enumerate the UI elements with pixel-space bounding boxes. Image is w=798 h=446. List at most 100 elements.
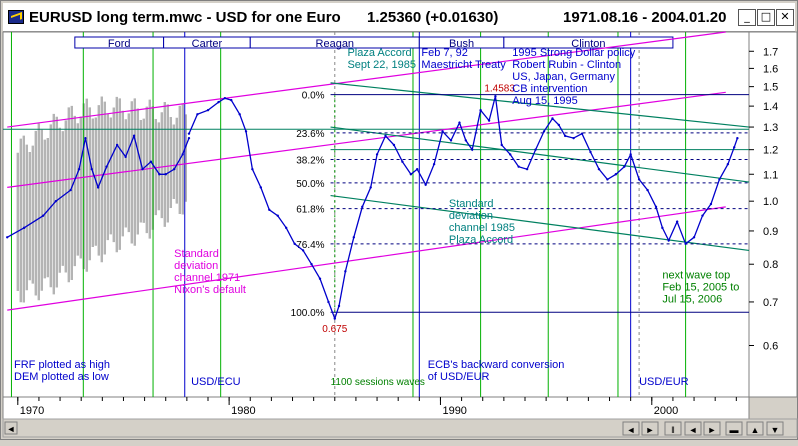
price-point: [470, 148, 474, 151]
series-layer: [6, 95, 739, 321]
price-axis: [748, 31, 798, 398]
price-point: [54, 199, 58, 203]
price-point: [318, 277, 322, 280]
minimize-button[interactable]: _: [738, 9, 756, 26]
scroll-left-button[interactable]: [4, 421, 18, 435]
y-tick-label: 0.6: [763, 340, 778, 352]
title-bar[interactable]: EURUSD long term.mwc - USD for one Euro …: [3, 3, 795, 32]
fibonacci-layer: 0.0% 23.6% 38.2% 50.0% 61.8% 76.4% 100.0% 1.458…: [291, 84, 749, 335]
price-point: [667, 239, 670, 242]
close-button[interactable]: ✕: [776, 9, 794, 26]
scroll-control-button[interactable]: [684, 421, 702, 436]
president-label: Ford: [108, 38, 131, 50]
price-point: [661, 226, 664, 230]
price-point: [623, 165, 626, 168]
price-point: [344, 270, 347, 273]
scroll-control-button[interactable]: [725, 421, 743, 436]
price-readout: 1.25360 (+0.01630): [367, 9, 499, 26]
price-point: [244, 130, 248, 133]
channel-1985-lower: [330, 194, 750, 252]
chart-svg: Ford Carter Reagan Bush Clinton 0.0% 23.6% 38.…: [2, 31, 798, 438]
price-point: [701, 214, 704, 217]
price-point: [629, 153, 632, 156]
fib-level-label: 50.0%: [296, 179, 324, 190]
channel-1985-center: [330, 126, 750, 183]
price-point: [375, 153, 379, 156]
sessions-note: 1100 sessions waves: [331, 377, 425, 388]
fib-level-label: 0.0%: [302, 91, 325, 102]
price-point: [369, 186, 372, 189]
time-axis: [2, 396, 750, 420]
price-point: [223, 96, 227, 100]
price-point: [726, 162, 730, 166]
plot-background: [2, 31, 750, 398]
scroll-control-icon: ‖: [671, 425, 675, 435]
y-tick-label: 0.7: [763, 297, 778, 309]
price-point: [646, 188, 649, 192]
price-point: [90, 167, 93, 171]
price-point: [709, 202, 713, 206]
fib-level-label: 23.6%: [296, 129, 324, 140]
price-point: [572, 136, 575, 140]
price-point: [654, 205, 658, 209]
price-point: [542, 130, 546, 133]
chart-area: Ford Carter Reagan Bush Clinton 0.0% 23.6% 38.…: [1, 31, 798, 441]
channel-1985-upper: [330, 82, 750, 128]
price-point: [96, 186, 100, 189]
price-point: [238, 113, 241, 116]
president-label: Bush: [449, 38, 474, 50]
price-point: [105, 165, 108, 168]
y-tick-label: 1.7: [763, 46, 778, 58]
price-point: [458, 121, 461, 124]
scroll-control-button[interactable]: [703, 421, 721, 436]
scroll-control-icon: ►: [646, 425, 655, 435]
scroll-control-button[interactable]: [664, 421, 682, 436]
president-label: Carter: [192, 38, 223, 50]
scroll-control-button[interactable]: [641, 421, 659, 436]
scroll-control-icon: ▼: [771, 425, 780, 435]
price-point: [589, 150, 592, 154]
scroll-control-icon: ▲: [751, 425, 760, 435]
price-point: [217, 100, 220, 104]
price-point: [409, 173, 413, 176]
window-title: EURUSD long term.mwc - USD for one Euro: [29, 9, 341, 26]
chart-app-icon: [8, 10, 24, 24]
price-point: [22, 226, 26, 230]
price-point: [181, 153, 184, 156]
scroll-control-button[interactable]: [766, 421, 784, 436]
scroll-control-icon: ◄: [689, 425, 698, 435]
x-tick-label: 2000: [654, 405, 678, 417]
channel-1971-center: [7, 91, 726, 188]
y-tick-label: 1.4: [763, 101, 778, 113]
price-point: [637, 178, 641, 181]
price-point: [401, 160, 404, 163]
maximize-button[interactable]: □: [757, 9, 775, 26]
price-point: [606, 178, 609, 181]
price-point: [293, 242, 296, 245]
next-wave-note: next wave top Feb 15, 2005 to Jul 15, 2006: [662, 270, 739, 306]
price-point: [196, 113, 199, 116]
scroll-control-icon: ▬: [730, 425, 739, 435]
price-point: [187, 136, 191, 140]
scroll-controls[interactable]: ◄ ◄ ► ‖ ◄ ► ▬ ▲ ▼: [4, 421, 784, 436]
price-point: [424, 183, 427, 186]
usd-eur-note: USD/EUR: [639, 376, 689, 388]
channel-1971-lower: [7, 206, 726, 311]
rubin-note: 1995 Strong Dollar policy Robert Rubin - …: [512, 47, 635, 107]
price-point: [276, 214, 279, 217]
president-box: [503, 36, 674, 49]
y-tick-label: 1.3: [763, 122, 778, 134]
y-tick-label: 0.9: [763, 226, 778, 238]
scroll-bar[interactable]: [2, 418, 798, 438]
price-point: [692, 236, 696, 239]
y-tick-label: 1.0: [763, 196, 778, 208]
scroll-control-button[interactable]: [746, 421, 764, 436]
price-point: [416, 167, 419, 171]
price-point: [464, 139, 468, 142]
price-point: [597, 167, 601, 171]
price-point: [736, 136, 739, 140]
price-point: [525, 167, 529, 171]
scroll-control-button[interactable]: [622, 421, 640, 436]
price-point: [337, 304, 341, 308]
